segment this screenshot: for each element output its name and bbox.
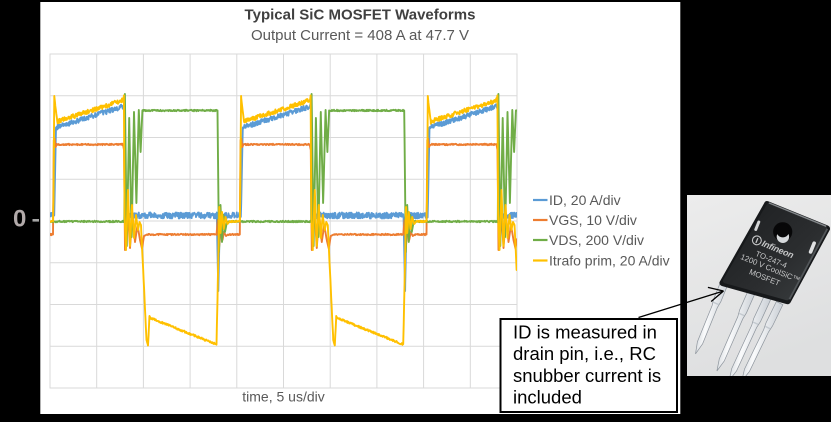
svg-text:drain pin, i.e., RC: drain pin, i.e., RC bbox=[513, 343, 656, 364]
svg-text:VGS, 10 V/div: VGS, 10 V/div bbox=[549, 212, 637, 228]
svg-text:VDS, 200 V/div: VDS, 200 V/div bbox=[549, 232, 644, 248]
svg-text:snubber current is: snubber current is bbox=[513, 365, 661, 386]
svg-text:time, 5 us/div: time, 5 us/div bbox=[242, 389, 324, 405]
svg-text:Typical SiC MOSFET Waveforms: Typical SiC MOSFET Waveforms bbox=[245, 7, 476, 24]
svg-text:ID, 20 A/div: ID, 20 A/div bbox=[549, 192, 621, 208]
svg-text:Output Current = 408 A at 47.7: Output Current = 408 A at 47.7 V bbox=[251, 27, 469, 44]
svg-text:ID is measured in: ID is measured in bbox=[513, 322, 657, 343]
svg-text:Itrafo prim, 20 A/div: Itrafo prim, 20 A/div bbox=[549, 253, 670, 269]
svg-text:included: included bbox=[513, 387, 582, 408]
svg-text:0: 0 bbox=[13, 206, 26, 233]
